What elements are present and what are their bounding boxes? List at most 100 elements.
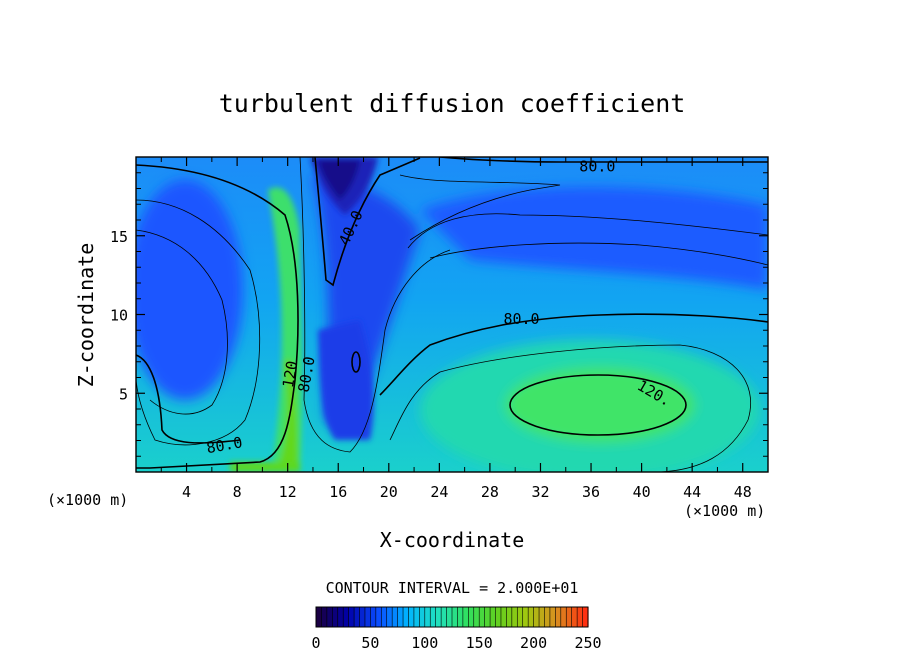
colorbar-swatch — [424, 607, 431, 627]
field-blue-left — [136, 180, 243, 400]
colorbar-swatch — [517, 607, 524, 627]
x-tick-label: 28 — [481, 483, 499, 501]
colorbar-swatch — [403, 607, 410, 627]
colorbar-tick-label: 0 — [311, 634, 320, 652]
x-unit-left: (×1000 m) — [47, 491, 128, 509]
contour-label: 120 — [279, 359, 301, 389]
colorbar-swatch — [381, 607, 388, 627]
colorbar-swatch — [490, 607, 497, 627]
field-dark-core — [318, 160, 360, 200]
colorbar-swatch — [473, 607, 480, 627]
contour-line — [389, 344, 752, 472]
x-axis: 4 8 12 16 20 24 28 32 36 40 44 48 — [160, 157, 752, 501]
contour-label: 80.0 — [295, 355, 319, 394]
x-tick-label: 8 — [233, 483, 242, 501]
colorbar-swatch — [522, 607, 529, 627]
contour-line — [509, 374, 687, 436]
y-tick-label: 5 — [119, 385, 128, 403]
chart-title: turbulent diffusion coefficient — [219, 89, 686, 118]
colorbar-swatch — [468, 607, 475, 627]
colorbar-tick-label: 50 — [361, 634, 379, 652]
field-deep-blue-lower — [318, 320, 374, 440]
colorbar-tick-label: 250 — [574, 634, 601, 652]
x-tick-label: 4 — [182, 483, 191, 501]
x-tick-label: 36 — [582, 483, 600, 501]
contour-line — [314, 157, 421, 287]
contour-field — [136, 157, 768, 472]
contour-label-text: 80.0 — [205, 433, 244, 457]
colorbar-swatch — [337, 607, 344, 627]
x-tick-label: 32 — [531, 483, 549, 501]
y-tick-label: 15 — [110, 228, 128, 246]
colorbar-swatch — [343, 607, 350, 627]
colorbar — [315, 606, 589, 628]
colorbar-swatch — [375, 607, 382, 627]
y-axis-label: Z-coordinate — [74, 243, 98, 388]
contour-line — [407, 213, 768, 249]
colorbar-swatch — [364, 607, 371, 627]
contour-line — [429, 242, 768, 266]
x-tick-label: 16 — [329, 483, 347, 501]
contour-label-text: 80.0 — [579, 157, 615, 175]
colorbar-swatch — [386, 607, 393, 627]
x-tick-label: 24 — [430, 483, 448, 501]
colorbar-swatch — [316, 607, 323, 627]
colorbar-swatch — [555, 607, 562, 627]
colorbar-swatch — [446, 607, 453, 627]
colorbar-swatch — [359, 607, 366, 627]
field-lime-column — [276, 360, 298, 470]
colorbar-swatch — [419, 607, 426, 627]
colorbar-swatch — [332, 607, 339, 627]
colorbar-swatch — [571, 607, 578, 627]
field-blue-upper-right — [420, 186, 768, 290]
contour-line — [136, 354, 241, 444]
colorbar-frame — [315, 606, 589, 628]
contour-label-text: 120 — [279, 359, 301, 389]
colorbar-swatch — [500, 607, 507, 627]
contour-line — [399, 174, 561, 241]
colorbar-swatch — [506, 607, 513, 627]
contour-label: 80.0 — [205, 433, 244, 457]
colorbar-tick-labels: 0 50 100 150 200 250 — [311, 634, 601, 652]
colorbar-swatch — [321, 607, 328, 627]
colorbar-swatch — [566, 607, 573, 627]
contour-line — [136, 229, 228, 415]
colorbar-swatch — [392, 607, 399, 627]
colorbar-swatch — [397, 607, 404, 627]
x-tick-label: 44 — [683, 483, 701, 501]
contour-line — [136, 164, 299, 469]
contour-line — [299, 157, 451, 453]
x-tick-label: 20 — [380, 483, 398, 501]
colorbar-swatch — [354, 607, 361, 627]
colorbar-swatch — [413, 607, 420, 627]
colorbar-swatch — [326, 607, 333, 627]
colorbar-swatch — [560, 607, 567, 627]
colorbar-tick-label: 100 — [411, 634, 438, 652]
contour-label-text: 80.0 — [295, 355, 319, 394]
y-tick-label: 10 — [110, 307, 128, 325]
y-axis: 5 10 15 — [110, 172, 768, 457]
colorbar-swatch — [370, 607, 377, 627]
colorbar-swatch — [533, 607, 540, 627]
contour-label: 80.0 — [579, 157, 615, 175]
colorbar-swatch — [457, 607, 464, 627]
x-unit-right: (×1000 m) — [684, 502, 765, 520]
x-tick-label: 40 — [633, 483, 651, 501]
colorbar-tick-label: 150 — [466, 634, 493, 652]
colorbar-swatch — [479, 607, 486, 627]
contour-label-text: 80.0 — [503, 310, 539, 328]
contour-line — [439, 157, 768, 163]
colorbar-swatch — [441, 607, 448, 627]
x-tick-label: 48 — [734, 483, 752, 501]
colorbar-swatch — [462, 607, 469, 627]
colorbar-swatch — [495, 607, 502, 627]
colorbar-swatch — [452, 607, 459, 627]
colorbar-swatch — [435, 607, 442, 627]
field-lime-floor — [230, 462, 300, 472]
colorbar-swatch — [577, 607, 584, 627]
colorbar-swatch — [408, 607, 415, 627]
colorbar-swatch — [348, 607, 355, 627]
